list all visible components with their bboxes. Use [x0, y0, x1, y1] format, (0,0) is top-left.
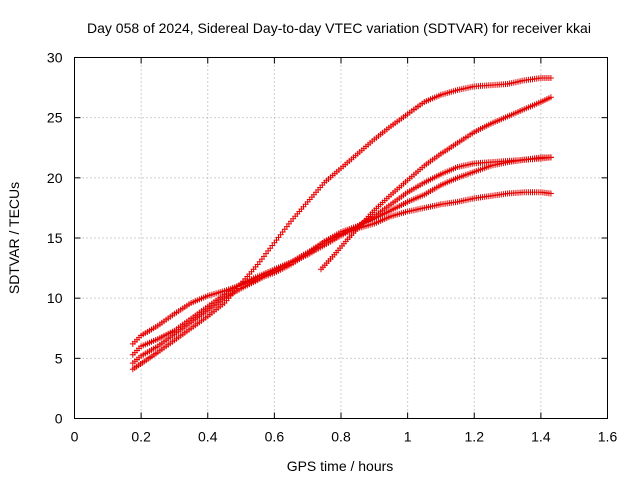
series-track-1 [129, 75, 554, 373]
plot-frame [74, 57, 608, 419]
y-tick-label: 15 [47, 230, 63, 246]
data-point-markers [318, 94, 554, 273]
y-tick-label: 0 [55, 411, 63, 427]
x-tick-label: 1.6 [598, 429, 618, 445]
data-series [129, 75, 554, 373]
grid [74, 57, 608, 419]
data-point-markers [129, 75, 554, 373]
axes: 0 0.2 0.4 0.6 0.8 1 1.2 1.4 1.6 0 5 10 15 20 25 30 [47, 50, 618, 445]
x-tick-label: 1.4 [531, 429, 551, 445]
y-axis-label: SDTVAR / TECUs [6, 182, 22, 294]
x-tick-label: 1 [404, 429, 412, 445]
y-tick-label: 30 [47, 50, 63, 66]
x-axis-label: GPS time / hours [287, 458, 394, 474]
y-tick-label: 20 [47, 170, 63, 186]
series-track-5 [318, 94, 554, 273]
x-tick-label: 1.2 [465, 429, 485, 445]
x-tick-label: 0.6 [265, 429, 285, 445]
x-tick-label: 0.8 [331, 429, 351, 445]
x-tick-label: 0.4 [198, 429, 218, 445]
y-tick-label: 5 [55, 350, 63, 366]
y-tick-label: 25 [47, 110, 63, 126]
y-tick-label: 10 [47, 290, 63, 306]
series-track-4 [129, 154, 554, 367]
x-tick-label: 0 [71, 429, 79, 445]
x-tick-label: 0.2 [131, 429, 151, 445]
chart-title: Day 058 of 2024, Sidereal Day-to-day VTE… [87, 20, 591, 36]
data-point-markers [129, 154, 554, 367]
